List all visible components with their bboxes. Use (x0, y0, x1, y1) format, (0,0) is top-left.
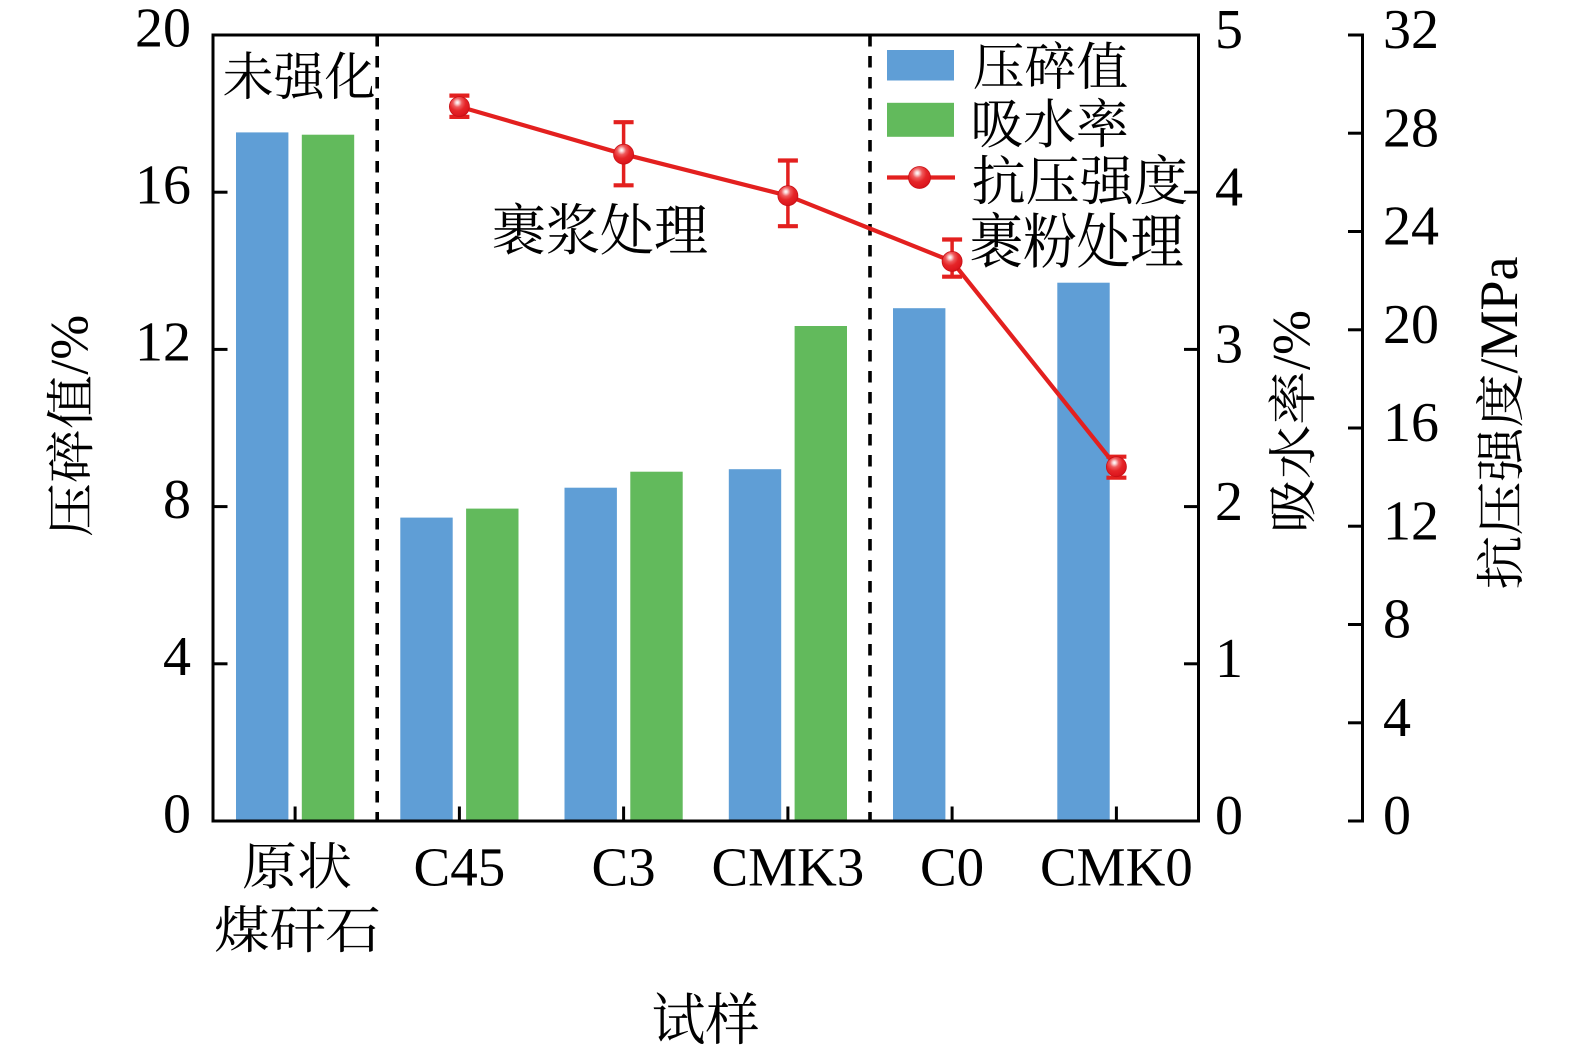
svg-text:16: 16 (1383, 392, 1439, 454)
svg-text:CMK0: CMK0 (1040, 837, 1193, 898)
svg-text:4: 4 (1215, 156, 1243, 218)
svg-text:16: 16 (135, 155, 191, 217)
svg-text:12: 12 (135, 312, 191, 374)
svg-text:C45: C45 (414, 837, 506, 898)
svg-text:/%: /% (1261, 310, 1321, 370)
svg-text:24: 24 (1383, 196, 1439, 258)
svg-text:CMK3: CMK3 (711, 837, 864, 898)
svg-text:28: 28 (1383, 97, 1439, 159)
svg-text:4: 4 (163, 626, 191, 688)
svg-text:20: 20 (1383, 294, 1439, 356)
svg-text:32: 32 (1383, 0, 1439, 61)
svg-text:1: 1 (1215, 628, 1243, 690)
svg-text:0: 0 (1383, 785, 1411, 847)
svg-text:5: 5 (1215, 0, 1243, 61)
svg-text:4: 4 (1383, 687, 1411, 749)
svg-text:8: 8 (163, 469, 191, 531)
svg-text:0: 0 (1215, 785, 1243, 847)
svg-text:/MPa: /MPa (1469, 256, 1529, 373)
svg-text:/%: /% (39, 315, 99, 375)
svg-text:2: 2 (1215, 471, 1243, 533)
svg-text:20: 20 (135, 0, 191, 59)
svg-text:C0: C0 (920, 837, 984, 898)
svg-text:12: 12 (1383, 491, 1439, 553)
svg-text:8: 8 (1383, 589, 1411, 651)
svg-text:3: 3 (1215, 314, 1243, 376)
svg-text:C3: C3 (592, 837, 656, 898)
svg-text:0: 0 (163, 783, 191, 845)
